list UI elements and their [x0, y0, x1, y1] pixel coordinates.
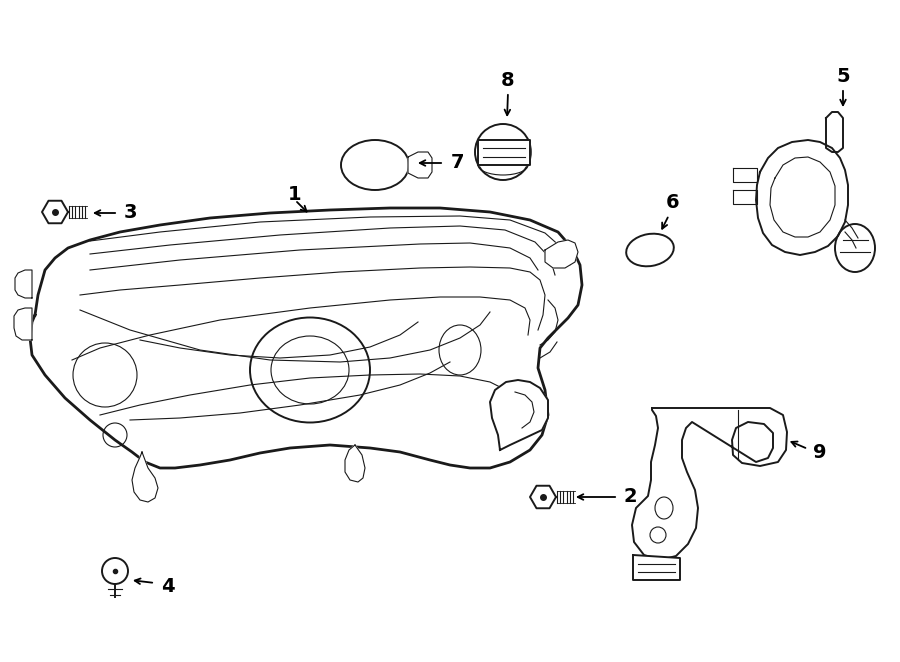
Polygon shape — [530, 486, 556, 508]
Polygon shape — [345, 445, 365, 482]
Polygon shape — [490, 380, 548, 450]
Text: 4: 4 — [161, 577, 175, 596]
Polygon shape — [42, 201, 68, 223]
Text: 8: 8 — [501, 70, 515, 89]
Text: 1: 1 — [288, 185, 302, 205]
Polygon shape — [632, 408, 787, 560]
Polygon shape — [756, 140, 848, 255]
Text: 2: 2 — [623, 487, 637, 506]
Text: 5: 5 — [836, 66, 850, 85]
Circle shape — [475, 124, 531, 180]
Polygon shape — [408, 152, 432, 178]
Polygon shape — [14, 308, 32, 340]
Text: 7: 7 — [451, 154, 464, 173]
Polygon shape — [633, 555, 680, 580]
Polygon shape — [545, 240, 578, 268]
Polygon shape — [132, 452, 158, 502]
Text: 6: 6 — [666, 193, 680, 211]
Polygon shape — [733, 190, 757, 204]
Ellipse shape — [341, 140, 409, 190]
Polygon shape — [826, 112, 843, 152]
Polygon shape — [733, 168, 757, 182]
Text: 9: 9 — [814, 442, 827, 461]
Ellipse shape — [835, 224, 875, 272]
Polygon shape — [30, 208, 582, 468]
Circle shape — [102, 558, 128, 584]
Polygon shape — [478, 140, 530, 165]
Text: 3: 3 — [123, 203, 137, 222]
Ellipse shape — [626, 234, 674, 266]
Polygon shape — [15, 270, 32, 298]
